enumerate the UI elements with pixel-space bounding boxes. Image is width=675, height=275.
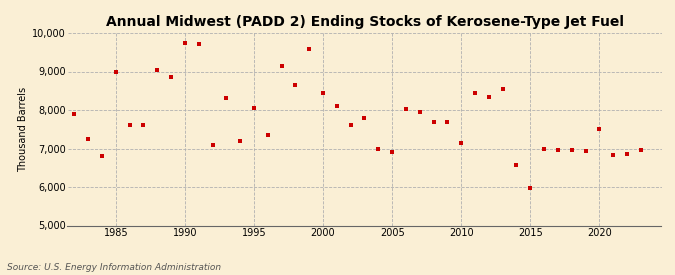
Point	[373, 147, 383, 152]
Point	[359, 116, 370, 120]
Point	[304, 47, 315, 51]
Point	[483, 95, 494, 100]
Point	[207, 142, 218, 147]
Point	[97, 154, 107, 158]
Point	[263, 133, 273, 137]
Point	[235, 139, 246, 143]
Text: Source: U.S. Energy Information Administration: Source: U.S. Energy Information Administ…	[7, 263, 221, 272]
Point	[248, 106, 259, 110]
Point	[608, 152, 618, 157]
Point	[346, 123, 356, 128]
Point	[622, 152, 632, 156]
Point	[539, 146, 549, 151]
Point	[152, 67, 163, 72]
Point	[221, 96, 232, 101]
Point	[387, 149, 398, 154]
Y-axis label: Thousand Barrels: Thousand Barrels	[18, 87, 28, 172]
Point	[594, 127, 605, 131]
Point	[414, 110, 425, 114]
Point	[290, 83, 301, 87]
Point	[553, 148, 564, 153]
Point	[470, 90, 481, 95]
Point	[331, 104, 342, 108]
Point	[69, 112, 80, 116]
Point	[165, 75, 176, 79]
Point	[83, 137, 94, 141]
Point	[456, 141, 466, 145]
Point	[138, 123, 149, 128]
Point	[525, 186, 536, 190]
Point	[635, 148, 646, 153]
Point	[497, 87, 508, 91]
Point	[124, 123, 135, 128]
Point	[400, 107, 411, 111]
Point	[193, 42, 204, 46]
Point	[428, 119, 439, 124]
Point	[180, 41, 190, 46]
Point	[318, 90, 329, 95]
Point	[111, 69, 122, 74]
Point	[566, 148, 577, 153]
Point	[580, 149, 591, 153]
Point	[442, 119, 453, 124]
Title: Annual Midwest (PADD 2) Ending Stocks of Kerosene-Type Jet Fuel: Annual Midwest (PADD 2) Ending Stocks of…	[105, 15, 624, 29]
Point	[511, 163, 522, 167]
Point	[276, 64, 287, 68]
